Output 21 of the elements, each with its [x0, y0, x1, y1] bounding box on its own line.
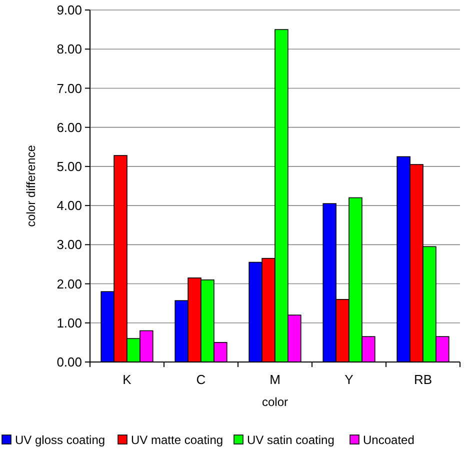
x-axis-title: color [262, 395, 288, 409]
y-tick-label: 8.00 [56, 42, 82, 57]
y-tick-label: 1.00 [56, 315, 82, 330]
x-tick-label: K [122, 372, 132, 387]
x-tick-label: RB [414, 372, 432, 387]
x-tick-label: M [270, 372, 280, 387]
legend-label: UV matte coating [131, 433, 224, 447]
y-tick-label: 4.00 [56, 198, 82, 214]
y-tick-label: 7.00 [56, 80, 82, 96]
legend-label: UV gloss coating [15, 433, 106, 447]
x-tick-label: Y [344, 372, 354, 387]
y-tick-label: 6.00 [56, 120, 82, 135]
y-tick-label: 3.00 [56, 237, 82, 252]
y-axis-title: color difference [24, 144, 38, 227]
y-tick-label: 9.00 [56, 2, 82, 18]
y-tick-label: 0.00 [56, 354, 82, 370]
y-tick-label: 5.00 [56, 158, 82, 174]
y-tick-label: 2.00 [56, 276, 82, 292]
legend-label: Uncoated [363, 433, 414, 447]
legend-label: UV satin coating [247, 433, 334, 447]
x-tick-label: C [196, 372, 206, 387]
